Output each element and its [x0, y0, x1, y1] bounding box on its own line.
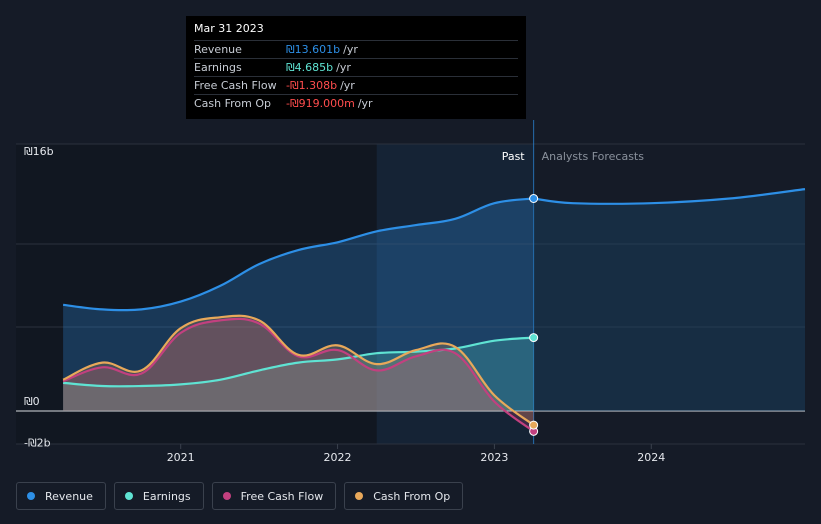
- y-tick-label: ₪16b: [24, 145, 54, 158]
- line-cash-from-op: [62, 314, 535, 426]
- area-revenue: [63, 198, 534, 411]
- line-earnings: [63, 336, 534, 388]
- x-tick-label: 2021: [167, 451, 195, 464]
- x-tick-label: 2023: [480, 451, 508, 464]
- legend-label: Cash From Op: [373, 489, 451, 503]
- point-revenue: [529, 194, 539, 203]
- tooltip-value: ₪13.601b: [286, 43, 341, 56]
- x-tick-label: 2024: [637, 451, 665, 464]
- chart-markers: [529, 194, 539, 436]
- tooltip-label: Earnings: [194, 61, 242, 74]
- x-tick-label: 2022: [324, 451, 352, 464]
- data-tooltip: Mar 31 2023 Revenue ₪13.601b /yr Earning…: [186, 16, 526, 119]
- forecast-label: Analysts Forecasts: [542, 150, 645, 163]
- legend-dot-icon: [222, 492, 231, 500]
- tooltip-row-cash-from-op: Cash From Op -₪919.000m /yr: [194, 94, 518, 112]
- tooltip-label: Revenue: [194, 43, 242, 56]
- legend-item-cash-from-op[interactable]: Cash From Op: [344, 482, 464, 510]
- legend-label: Free Cash Flow: [240, 489, 324, 503]
- past-region-shade: [16, 144, 377, 444]
- chart-legend: Revenue Earnings Free Cash Flow Cash Fro…: [16, 482, 464, 510]
- legend-dot-icon: [124, 492, 133, 500]
- line-revenue-forecast: [533, 188, 806, 205]
- tooltip-value: -₪1.308b: [286, 79, 338, 92]
- tooltip-value: -₪919.000m: [286, 97, 355, 110]
- tooltip-row-free-cash-flow: Free Cash Flow -₪1.308b /yr: [194, 76, 518, 94]
- legend-label: Revenue: [45, 489, 93, 503]
- legend-label: Earnings: [142, 489, 191, 503]
- chart-grid: [16, 120, 805, 449]
- legend-item-revenue[interactable]: Revenue: [16, 482, 106, 510]
- legend-item-earnings[interactable]: Earnings: [113, 482, 204, 510]
- y-tick-label: ₪0: [24, 395, 40, 408]
- line-free-cash-flow: [62, 317, 535, 433]
- area-cash-from-op: [63, 315, 534, 426]
- area-free-cash-flow: [63, 318, 534, 432]
- legend-dot-icon: [27, 492, 35, 500]
- tooltip-value: ₪4.685b: [286, 61, 334, 74]
- past-label: Past: [502, 150, 526, 163]
- tooltip-unit: /yr: [343, 43, 358, 56]
- chart-areas: [63, 189, 805, 432]
- legend-item-free-cash-flow[interactable]: Free Cash Flow: [211, 482, 337, 510]
- tooltip-unit: /yr: [357, 97, 373, 110]
- area-revenue-forecast: [533, 189, 805, 411]
- tooltip-unit: /yr: [340, 79, 355, 92]
- hover-year-band: [376, 144, 534, 444]
- tooltip-date: Mar 31 2023: [194, 22, 264, 35]
- point-cash-from-op: [529, 420, 539, 430]
- legend-dot-icon: [355, 492, 364, 500]
- tooltip-row-earnings: Earnings ₪4.685b /yr: [194, 58, 518, 76]
- chart-labels: ₪16b ₪0 -₪2b 2021 2022 2023 2024 Past Analysts F…: [24, 145, 665, 464]
- tooltip-unit: /yr: [336, 61, 351, 74]
- chart-lines: [62, 188, 806, 433]
- y-tick-label: -₪2b: [24, 436, 51, 449]
- line-revenue: [62, 197, 534, 312]
- tooltip-label: Cash From Op: [194, 97, 272, 110]
- point-earnings: [529, 333, 539, 343]
- tooltip-row-revenue: Revenue ₪13.601b /yr: [194, 40, 518, 58]
- tooltip-label: Free Cash Flow: [194, 79, 277, 92]
- chart-background: [16, 144, 534, 444]
